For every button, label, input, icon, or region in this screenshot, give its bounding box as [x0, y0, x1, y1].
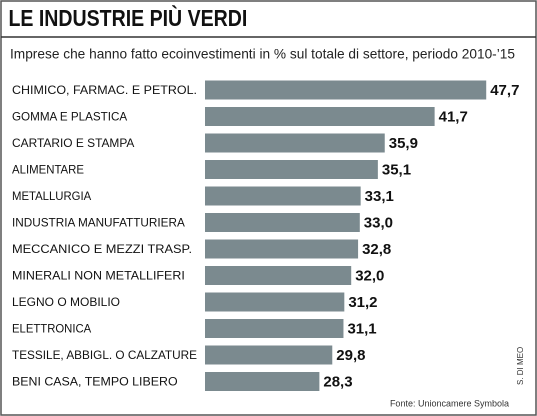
- category-label: MINERALI NON METALLIFERI: [12, 269, 185, 283]
- value-label: 28,3: [323, 373, 352, 390]
- value-label: 32,8: [362, 241, 391, 258]
- bar: [205, 239, 359, 259]
- category-label: GOMMA E PLASTICA: [12, 110, 127, 124]
- value-label: 33,0: [364, 214, 393, 231]
- category-label: ELETTRONICA: [12, 322, 91, 336]
- chart-title: LE INDUSTRIE PIÙ VERDI: [9, 5, 248, 32]
- bar: [205, 319, 344, 338]
- bar: [205, 266, 352, 285]
- bar: [205, 160, 378, 179]
- category-label: INDUSTRIA MANUFATTURIERA: [12, 216, 185, 230]
- bar: [205, 213, 360, 232]
- value-label: 35,1: [382, 161, 411, 178]
- category-label: TESSILE, ABBIGL. O CALZATURE: [12, 348, 197, 362]
- value-label: 31,2: [348, 294, 377, 311]
- source: Fonte: Unioncamere Symbola: [390, 398, 509, 408]
- value-label: 29,8: [336, 347, 365, 364]
- chart-subtitle: Imprese che hanno fatto ecoinvestimenti …: [10, 46, 515, 62]
- value-label: 35,9: [389, 135, 418, 152]
- category-label: ALIMENTARE: [12, 163, 84, 177]
- bar: [205, 292, 345, 312]
- bar: [205, 80, 487, 100]
- bar: [205, 345, 333, 365]
- value-label: 47,7: [490, 82, 519, 99]
- bar: [205, 133, 385, 153]
- bar: [205, 186, 361, 206]
- category-label: CHIMICO, FARMAC. E PETROL.: [12, 83, 197, 97]
- category-label: METALLURGIA: [12, 189, 91, 203]
- category-label: MECCANICO E MEZZI TRASP.: [12, 242, 192, 256]
- category-label: BENI CASA, TEMPO LIBERO: [12, 375, 178, 389]
- value-label: 31,1: [347, 320, 376, 337]
- value-label: 32,0: [355, 267, 384, 284]
- value-label: 33,1: [365, 188, 394, 205]
- bar: [205, 372, 320, 391]
- credit: S. DI MEO: [516, 347, 525, 385]
- bar: [205, 107, 435, 126]
- value-label: 41,7: [439, 108, 468, 125]
- category-label: LEGNO O MOBILIO: [12, 295, 120, 309]
- category-label: CARTARIO E STAMPA: [12, 136, 134, 150]
